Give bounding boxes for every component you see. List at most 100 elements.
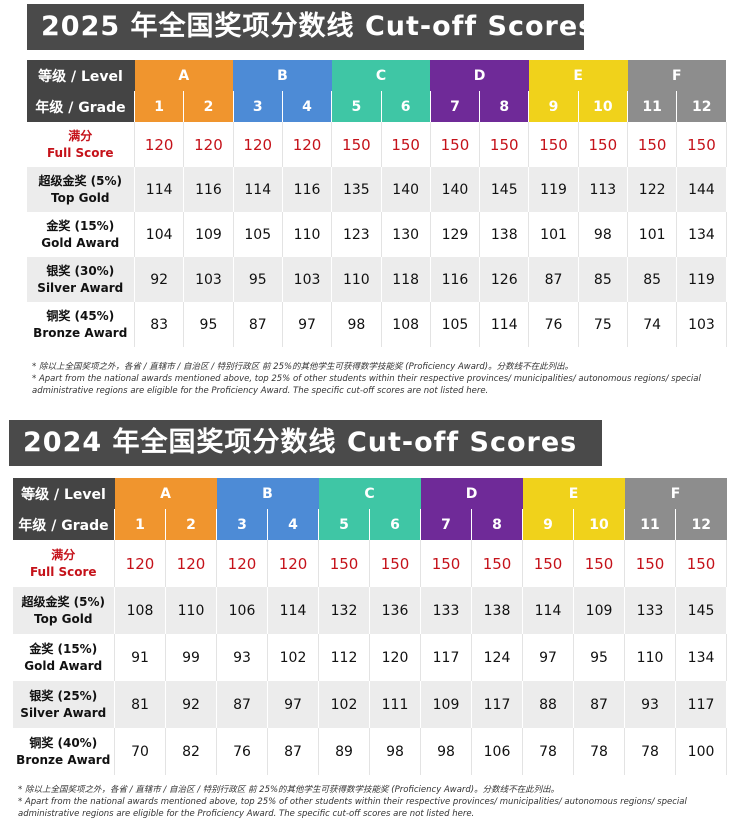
table-row: 超级金奖 (5%) Top Gold 114 116 114 116 135 140 140 14… xyxy=(26,167,727,212)
score-cell: 135 xyxy=(331,167,382,212)
table-row: 超级金奖 (5%) Top Gold 108 110 106 114 132 136 133 13… xyxy=(12,587,728,634)
score-cell: 91 xyxy=(114,634,166,681)
row-label-en: Gold Award xyxy=(41,235,120,250)
level-d: D xyxy=(430,60,529,91)
score-cell: 118 xyxy=(381,257,431,302)
grade-4: 4 xyxy=(281,91,332,122)
score-cell: 116 xyxy=(430,257,481,302)
table-row: 银奖 (30%) Silver Award 92 103 95 103 110 118 116 1… xyxy=(26,257,727,302)
score-cell: 134 xyxy=(675,634,728,681)
score-cell: 78 xyxy=(522,728,575,775)
score-cell: 105 xyxy=(233,212,283,257)
level-f: F xyxy=(624,478,727,509)
title-2024: 2024 年全国奖项分数线 Cut-off Scores xyxy=(9,420,602,466)
grade-6: 6 xyxy=(380,91,431,122)
score-cell: 112 xyxy=(318,634,371,681)
score-cell: 97 xyxy=(522,634,575,681)
score-cell: 150 xyxy=(578,122,629,167)
score-cell: 88 xyxy=(522,681,575,728)
level-header-label: 等级 / Level xyxy=(12,478,115,509)
grade-12: 12 xyxy=(676,91,727,122)
grade-8: 8 xyxy=(471,509,523,540)
score-cell: 119 xyxy=(528,167,579,212)
grade-3: 3 xyxy=(216,509,268,540)
score-cell: 132 xyxy=(318,587,371,634)
score-cell: 102 xyxy=(267,634,320,681)
score-cell: 83 xyxy=(134,302,185,347)
score-cell: 105 xyxy=(430,302,481,347)
row-label: 超级金奖 (5%) Top Gold xyxy=(12,587,115,634)
score-cell: 150 xyxy=(675,540,728,587)
row-label-en: Bronze Award xyxy=(33,325,128,340)
score-cell: 93 xyxy=(216,634,268,681)
row-label-en: Silver Award xyxy=(37,280,124,295)
score-cell: 113 xyxy=(578,167,629,212)
grade-8: 8 xyxy=(479,91,529,122)
note-en-2024: * Apart from the national awards mention… xyxy=(18,797,687,819)
score-cell: 145 xyxy=(675,587,728,634)
table-row: 满分 Full Score 120 120 120 120 150 150 150 150 150 1… xyxy=(26,122,727,167)
score-cell: 85 xyxy=(578,257,629,302)
grade-6: 6 xyxy=(369,509,421,540)
score-cell: 70 xyxy=(114,728,166,775)
score-cell: 150 xyxy=(471,540,524,587)
score-cell: 76 xyxy=(528,302,579,347)
score-cell: 114 xyxy=(134,167,185,212)
row-label-cn: 银奖 (25%) xyxy=(29,688,98,703)
title-2025: 2025 年全国奖项分数线 Cut-off Scores xyxy=(27,4,594,50)
table-row: 银奖 (25%) Silver Award 81 92 87 97 102 111 109 117… xyxy=(12,681,728,728)
score-cell: 138 xyxy=(471,587,524,634)
score-cell: 98 xyxy=(578,212,629,257)
score-cell: 116 xyxy=(282,167,333,212)
score-cell: 98 xyxy=(369,728,422,775)
row-label-en: Silver Award xyxy=(20,705,107,720)
score-cell: 120 xyxy=(369,634,422,681)
level-d: D xyxy=(420,478,523,509)
row-label-cn: 铜奖 (45%) xyxy=(46,308,115,323)
row-label-en: Gold Award xyxy=(24,658,103,673)
score-cell: 87 xyxy=(528,257,579,302)
score-cell: 150 xyxy=(676,122,727,167)
row-label: 铜奖 (40%) Bronze Award xyxy=(12,728,115,775)
grade-5: 5 xyxy=(331,91,381,122)
level-c: C xyxy=(331,60,431,91)
score-cell: 82 xyxy=(165,728,217,775)
score-cell: 120 xyxy=(282,122,333,167)
score-cell: 103 xyxy=(676,302,727,347)
row-label-cn: 超级金奖 (5%) xyxy=(21,594,106,609)
score-cell: 95 xyxy=(183,302,234,347)
note-en-2025: * Apart from the national awards mention… xyxy=(32,374,701,396)
row-label-cn: 满分 xyxy=(68,128,93,143)
grade-9: 9 xyxy=(522,509,574,540)
score-cell: 81 xyxy=(114,681,166,728)
score-cell: 93 xyxy=(624,681,677,728)
score-cell: 114 xyxy=(233,167,283,212)
score-cell: 120 xyxy=(134,122,185,167)
score-cell: 120 xyxy=(114,540,166,587)
table-row: 金奖 (15%) Gold Award 104 109 105 110 123 130 129 1… xyxy=(26,212,727,257)
table-row: 满分 Full Score 120 120 120 120 150 150 150 150 150 1… xyxy=(12,540,728,587)
grade-2: 2 xyxy=(165,509,217,540)
score-cell: 110 xyxy=(282,212,333,257)
row-label-en: Full Score xyxy=(46,145,114,160)
score-cell: 150 xyxy=(331,122,382,167)
score-cell: 150 xyxy=(369,540,422,587)
score-cell: 76 xyxy=(216,728,268,775)
grade-12: 12 xyxy=(675,509,727,540)
score-cell: 87 xyxy=(233,302,283,347)
level-a: A xyxy=(114,478,217,509)
score-cell: 150 xyxy=(479,122,530,167)
score-cell: 92 xyxy=(134,257,185,302)
level-header-label: 等级 / Level xyxy=(26,60,135,91)
score-cell: 144 xyxy=(676,167,727,212)
row-label-en: Full Score xyxy=(29,564,97,579)
level-a: A xyxy=(134,60,234,91)
score-cell: 150 xyxy=(522,540,575,587)
score-cell: 97 xyxy=(282,302,333,347)
score-cell: 150 xyxy=(528,122,579,167)
score-cell: 102 xyxy=(318,681,371,728)
score-cell: 122 xyxy=(627,167,678,212)
score-cell: 114 xyxy=(522,587,575,634)
score-cell: 110 xyxy=(165,587,217,634)
score-cell: 150 xyxy=(627,122,678,167)
